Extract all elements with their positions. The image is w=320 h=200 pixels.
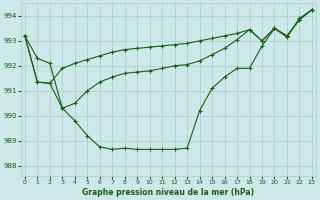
- X-axis label: Graphe pression niveau de la mer (hPa): Graphe pression niveau de la mer (hPa): [82, 188, 254, 197]
